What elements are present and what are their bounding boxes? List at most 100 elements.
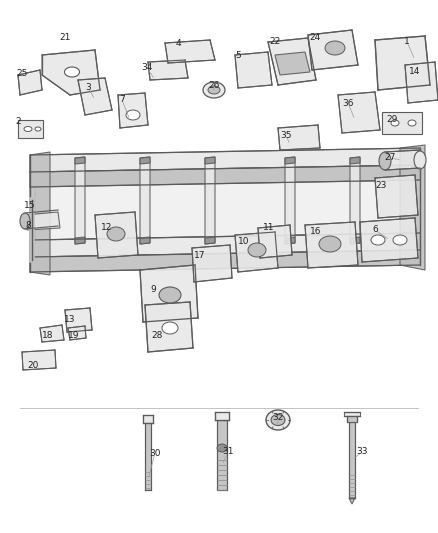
Polygon shape (35, 165, 415, 240)
Text: 27: 27 (384, 154, 396, 163)
Bar (382, 112, 422, 134)
Text: 22: 22 (269, 37, 281, 46)
Polygon shape (338, 92, 380, 133)
Text: 19: 19 (68, 332, 80, 341)
Ellipse shape (325, 41, 345, 55)
Polygon shape (192, 245, 232, 282)
Polygon shape (25, 212, 60, 230)
Text: 28: 28 (151, 330, 162, 340)
Text: 32: 32 (272, 414, 284, 423)
Polygon shape (349, 498, 355, 504)
Text: 11: 11 (263, 223, 275, 232)
Polygon shape (405, 62, 438, 103)
Text: 15: 15 (24, 200, 36, 209)
Polygon shape (30, 250, 420, 272)
Polygon shape (75, 157, 85, 164)
Ellipse shape (266, 410, 290, 430)
Polygon shape (145, 302, 193, 352)
Text: 13: 13 (64, 316, 76, 325)
Polygon shape (165, 40, 215, 63)
Ellipse shape (391, 120, 399, 126)
Polygon shape (95, 212, 138, 258)
Polygon shape (140, 265, 198, 322)
Polygon shape (18, 70, 42, 95)
Text: 16: 16 (310, 228, 322, 237)
Polygon shape (75, 237, 85, 244)
Polygon shape (140, 157, 150, 244)
Polygon shape (40, 325, 64, 342)
Ellipse shape (208, 86, 220, 94)
Ellipse shape (271, 415, 285, 425)
Polygon shape (385, 150, 420, 170)
Ellipse shape (64, 67, 80, 77)
Polygon shape (30, 233, 420, 257)
Polygon shape (78, 78, 112, 115)
Polygon shape (258, 225, 292, 258)
Ellipse shape (107, 227, 125, 241)
Polygon shape (217, 420, 227, 490)
Polygon shape (305, 222, 358, 268)
Polygon shape (75, 157, 85, 244)
Text: 3: 3 (85, 83, 91, 92)
Text: 17: 17 (194, 252, 206, 261)
Text: 8: 8 (25, 221, 31, 230)
Polygon shape (205, 157, 215, 164)
Ellipse shape (20, 213, 30, 229)
Ellipse shape (319, 236, 341, 252)
Ellipse shape (24, 126, 32, 132)
Text: 24: 24 (309, 34, 321, 43)
Polygon shape (68, 326, 86, 340)
Bar (18, 120, 43, 138)
Polygon shape (360, 218, 418, 262)
Text: 25: 25 (16, 69, 28, 77)
Text: 14: 14 (410, 68, 420, 77)
Text: 31: 31 (222, 448, 234, 456)
Ellipse shape (248, 243, 266, 257)
Polygon shape (235, 52, 272, 88)
Text: 7: 7 (119, 95, 125, 104)
Polygon shape (275, 52, 310, 75)
Polygon shape (30, 165, 420, 187)
Polygon shape (140, 157, 150, 164)
Text: 9: 9 (150, 286, 156, 295)
Polygon shape (145, 422, 151, 490)
Text: 5: 5 (235, 52, 241, 61)
Ellipse shape (393, 235, 407, 245)
Polygon shape (278, 125, 320, 150)
Polygon shape (308, 30, 358, 70)
Polygon shape (285, 157, 295, 164)
Text: 35: 35 (280, 131, 292, 140)
Polygon shape (350, 157, 360, 244)
Text: 34: 34 (141, 63, 153, 72)
Polygon shape (143, 415, 153, 423)
Text: 21: 21 (59, 34, 71, 43)
Polygon shape (268, 38, 316, 85)
Polygon shape (30, 148, 420, 172)
Polygon shape (349, 422, 355, 498)
Polygon shape (148, 60, 188, 80)
Text: 18: 18 (42, 330, 54, 340)
Polygon shape (400, 145, 425, 270)
Ellipse shape (408, 120, 416, 126)
Polygon shape (285, 237, 295, 244)
Ellipse shape (126, 110, 140, 120)
Polygon shape (235, 232, 278, 272)
Polygon shape (350, 157, 360, 164)
Polygon shape (205, 237, 215, 244)
Polygon shape (350, 237, 360, 244)
Text: 6: 6 (372, 225, 378, 235)
Text: 26: 26 (208, 82, 220, 91)
Polygon shape (118, 93, 148, 128)
Polygon shape (215, 412, 229, 420)
Text: 20: 20 (27, 360, 39, 369)
Polygon shape (375, 175, 418, 218)
Text: 36: 36 (342, 99, 354, 108)
Ellipse shape (162, 322, 178, 334)
Ellipse shape (217, 444, 227, 452)
Text: 1: 1 (404, 37, 410, 46)
Polygon shape (140, 237, 150, 244)
Polygon shape (285, 157, 295, 244)
Polygon shape (205, 157, 215, 244)
Ellipse shape (414, 151, 426, 169)
Polygon shape (375, 36, 430, 90)
